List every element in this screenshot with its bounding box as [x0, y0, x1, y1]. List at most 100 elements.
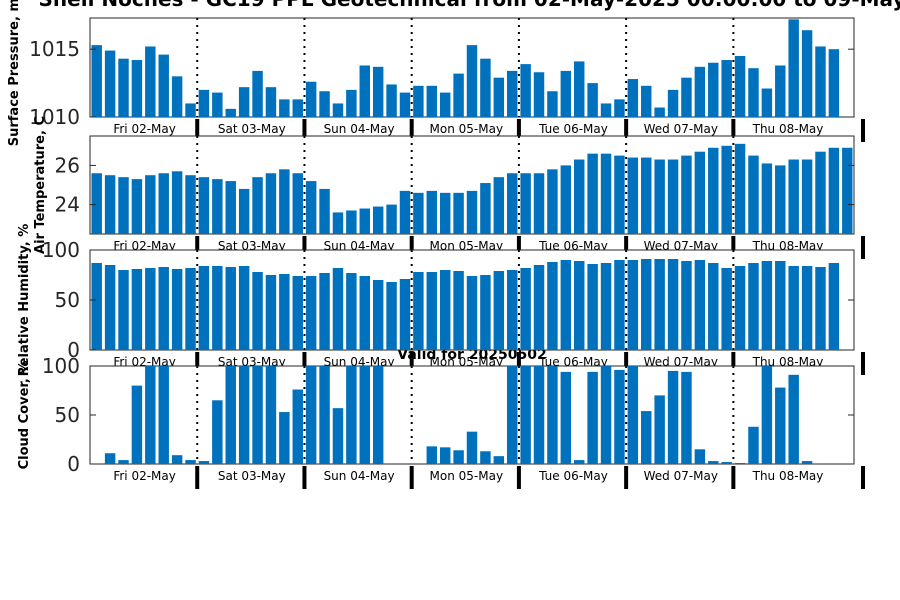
day-label: Mon 05-May: [430, 122, 504, 136]
bar: [399, 190, 411, 234]
bar: [708, 147, 719, 234]
panel-4: 0 50 100 Fri 02-May Sat 03-May Sun 04-May Mon …: [17, 354, 865, 489]
bar: [681, 77, 692, 117]
bar: [547, 91, 558, 117]
bar: [198, 89, 210, 117]
bar: [171, 171, 183, 234]
bar: [346, 273, 357, 350]
bar: [587, 153, 598, 234]
day-label: Sun 04-May: [324, 122, 395, 136]
bar: [212, 179, 223, 234]
bar: [627, 366, 639, 464]
bar: [212, 400, 223, 464]
bar: [600, 153, 612, 234]
bar: [560, 165, 572, 234]
bar: [560, 371, 572, 464]
bar: [801, 266, 813, 350]
bar: [426, 190, 438, 234]
bar: [574, 61, 585, 117]
bar: [627, 260, 639, 350]
bar: [506, 70, 518, 117]
bar: [372, 366, 384, 464]
bar: [104, 453, 116, 464]
bar: [252, 177, 263, 234]
bar: [600, 263, 612, 350]
bar: [332, 408, 344, 464]
y-tick-label: 24: [55, 193, 80, 217]
bar: [359, 65, 370, 117]
y-axis-label: Surface Pressure, mb: [7, 0, 22, 146]
y-axis-label: Relative Humidity, %: [17, 224, 32, 377]
bar: [641, 157, 652, 234]
bar: [614, 260, 625, 350]
bar: [721, 462, 732, 464]
bar: [748, 155, 759, 234]
bar: [413, 85, 424, 117]
bar: [748, 68, 759, 117]
bar: [439, 270, 451, 350]
bar: [185, 103, 196, 117]
bar: [426, 272, 438, 350]
bar: [587, 264, 598, 350]
bar: [466, 190, 478, 234]
bar: [332, 212, 344, 234]
bar: [399, 279, 411, 350]
day-label: Wed 07-May: [644, 122, 718, 136]
bar: [574, 159, 585, 234]
bar: [587, 371, 598, 464]
bar: [145, 268, 156, 350]
bar: [359, 276, 370, 350]
bar: [654, 107, 665, 117]
bar: [694, 449, 706, 464]
bar: [667, 159, 679, 234]
bar: [252, 272, 263, 350]
day-label: Wed 07-May: [644, 469, 718, 483]
day-label: Mon 05-May: [430, 469, 504, 483]
bar: [614, 99, 625, 117]
bar: [506, 173, 518, 234]
bar: [533, 265, 545, 350]
bar: [292, 173, 303, 234]
bar: [292, 389, 303, 464]
bar: [480, 183, 491, 234]
bar: [91, 45, 102, 118]
bar: [734, 463, 746, 464]
bar: [614, 155, 625, 234]
bar: [480, 275, 491, 350]
bar: [118, 460, 129, 464]
bar: [185, 460, 196, 464]
bar: [292, 99, 303, 117]
bar: [667, 259, 679, 350]
bar: [748, 426, 759, 464]
bar: [413, 192, 424, 234]
bar: [734, 266, 746, 350]
bar: [386, 84, 397, 117]
bar: [265, 366, 277, 464]
bar: [533, 72, 545, 117]
bar: [560, 260, 572, 350]
y-axis-label: Air Temperature, C: [33, 116, 48, 254]
y-tick-label: 0: [67, 452, 80, 476]
bar: [493, 271, 505, 350]
bar: [453, 271, 464, 350]
bar: [801, 461, 813, 464]
bar: [305, 276, 317, 350]
bar: [198, 266, 210, 350]
bar: [91, 173, 102, 234]
bar: [386, 204, 397, 234]
bar: [145, 46, 156, 118]
bar: [426, 446, 438, 464]
bar: [453, 73, 464, 117]
bar: [185, 175, 196, 234]
bar: [399, 92, 411, 117]
y-tick-label: 1010: [29, 105, 80, 129]
bar: [600, 103, 612, 117]
bar: [359, 366, 370, 464]
bar: [654, 159, 665, 234]
bar: [627, 79, 639, 117]
day-label: Thu 08-May: [752, 469, 824, 483]
bar: [171, 455, 183, 464]
bar: [359, 208, 370, 234]
bar: [131, 385, 143, 464]
bar: [171, 269, 183, 350]
